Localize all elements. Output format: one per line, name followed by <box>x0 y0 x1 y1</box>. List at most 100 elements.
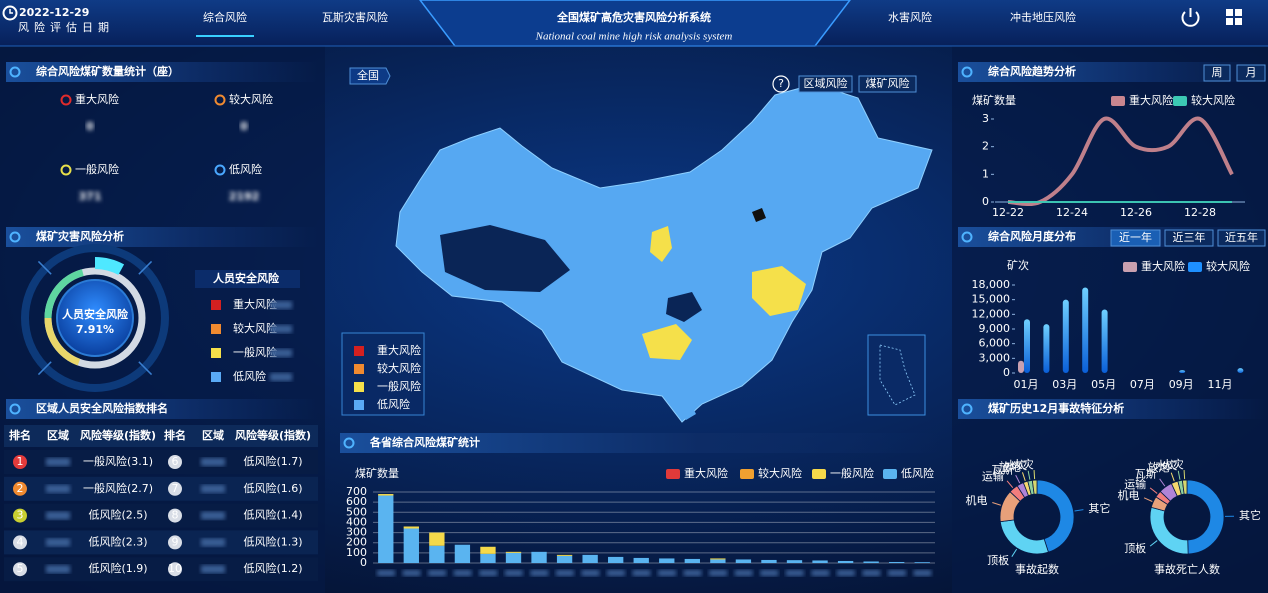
bar-segment <box>531 551 547 563</box>
x-tick-label: 07月 <box>1130 378 1155 391</box>
bar <box>1082 287 1089 373</box>
blurred-value <box>270 373 292 381</box>
x-tick-label: 11月 <box>1208 378 1233 391</box>
button-label[interactable]: 近五年 <box>1225 230 1258 244</box>
button-label[interactable]: 近三年 <box>1173 230 1206 244</box>
leader-line <box>1027 470 1031 480</box>
power-button[interactable] <box>1181 8 1200 27</box>
button[interactable] <box>1110 229 1161 247</box>
nav-tab[interactable]: 水害风险 <box>888 10 932 24</box>
table-header: 风险等级(指数) <box>80 428 156 442</box>
breadcrumb[interactable]: 全国 <box>357 68 379 82</box>
button-label[interactable]: 煤矿风险 <box>866 76 910 90</box>
bar <box>1043 324 1050 373</box>
risk-level: 低风险(2.3) <box>88 534 147 548</box>
legend-swatch <box>1188 262 1202 272</box>
y-tick-label: 3,000 <box>979 351 1011 364</box>
panel-title-bar <box>6 399 318 419</box>
legend-swatch <box>1111 96 1125 106</box>
help-icon[interactable] <box>772 75 790 93</box>
nav-tab[interactable]: 综合风险 <box>203 10 247 24</box>
blurred-category <box>658 570 676 576</box>
rank-number: 8 <box>172 509 179 522</box>
map-legend-label: 一般风险 <box>377 379 421 393</box>
rank-badge <box>168 455 182 469</box>
leader-line <box>1006 480 1014 489</box>
panel-icon <box>961 66 973 78</box>
date: 2022-12-29 <box>19 6 89 19</box>
button-label[interactable]: 月 <box>1246 66 1257 79</box>
nav-tab[interactable]: 瓦斯灾害风险 <box>322 10 388 24</box>
bar-segment <box>505 551 522 553</box>
rank-badge <box>168 562 182 577</box>
button[interactable] <box>1164 229 1214 247</box>
gauge-tick <box>37 361 52 376</box>
slice-label: 瓦斯 <box>1135 468 1157 481</box>
leader-line <box>1011 548 1018 557</box>
gauge-tick <box>37 260 52 275</box>
panel-title: 综合风险月度分布 <box>988 229 1076 243</box>
legend-label: 一般风险 <box>830 466 874 480</box>
button-label[interactable]: 近一年 <box>1119 230 1152 244</box>
bar-segment <box>582 554 598 563</box>
leader-line <box>1149 540 1158 547</box>
x-tick-label: 12-24 <box>1056 206 1088 219</box>
bar-segment <box>480 553 496 563</box>
button[interactable] <box>1203 64 1231 82</box>
blurred-category <box>607 570 625 576</box>
rank-number: 3 <box>17 509 24 522</box>
help-label[interactable]: ? <box>778 77 784 90</box>
map-inset <box>867 334 926 416</box>
legend-swatch <box>211 372 221 382</box>
panel-title: 各省综合风险煤矿统计 <box>369 435 480 449</box>
rank-number: 10 <box>168 562 182 575</box>
bar-segment <box>735 559 752 563</box>
bar <box>1018 360 1024 373</box>
donut-slice <box>1181 479 1188 495</box>
legend-swatch <box>211 324 221 334</box>
blurred-category <box>632 570 651 576</box>
panel-title-bar <box>6 62 318 82</box>
risk-label: 较大风险 <box>229 92 273 106</box>
y-tick-label: 100 <box>346 546 367 559</box>
button[interactable] <box>1236 64 1266 82</box>
blurred-region <box>46 511 70 520</box>
button-label[interactable]: 周 <box>1212 66 1223 79</box>
nav-tab[interactable]: 冲击地压风险 <box>1010 10 1076 24</box>
bar <box>1101 309 1108 373</box>
bar-segment <box>633 557 649 563</box>
bar <box>1237 368 1244 373</box>
x-tick-label: 12-28 <box>1184 206 1216 219</box>
bar-segment <box>608 556 624 563</box>
panel-icon <box>961 403 973 415</box>
legend-label: 低风险 <box>901 466 934 480</box>
gauge-band <box>44 269 84 319</box>
button-label[interactable]: 区域风险 <box>804 76 848 90</box>
slice-label: 运输 <box>1124 477 1146 491</box>
table-row-bg <box>4 503 318 528</box>
blurred-value <box>270 301 292 309</box>
rank-number: 1 <box>17 455 24 468</box>
leader-line <box>1143 497 1153 502</box>
y-tick-label: 2 <box>982 140 989 153</box>
donut-slice <box>1031 479 1038 495</box>
slice-label: 水灾 <box>1005 458 1027 472</box>
y-tick-label: 700 <box>346 485 367 498</box>
line-series <box>1007 116 1234 207</box>
bar-segment <box>429 532 445 546</box>
blurred-category <box>377 570 395 576</box>
slice-label: 放炮 <box>999 460 1021 474</box>
button[interactable] <box>798 75 853 93</box>
donut-title: 事故起数 <box>1015 562 1059 576</box>
button[interactable] <box>858 75 917 93</box>
panel-icon <box>9 231 21 243</box>
grid-button[interactable] <box>1226 9 1242 25</box>
blurred-category <box>428 570 447 576</box>
bar-segment <box>454 544 471 563</box>
button[interactable] <box>1217 229 1266 247</box>
y-tick-label: 200 <box>346 536 367 549</box>
risk-level: 低风险(2.5) <box>88 508 147 522</box>
map-inset-outline <box>879 344 916 406</box>
blurred-region <box>46 458 70 466</box>
blurred-category <box>760 570 779 576</box>
